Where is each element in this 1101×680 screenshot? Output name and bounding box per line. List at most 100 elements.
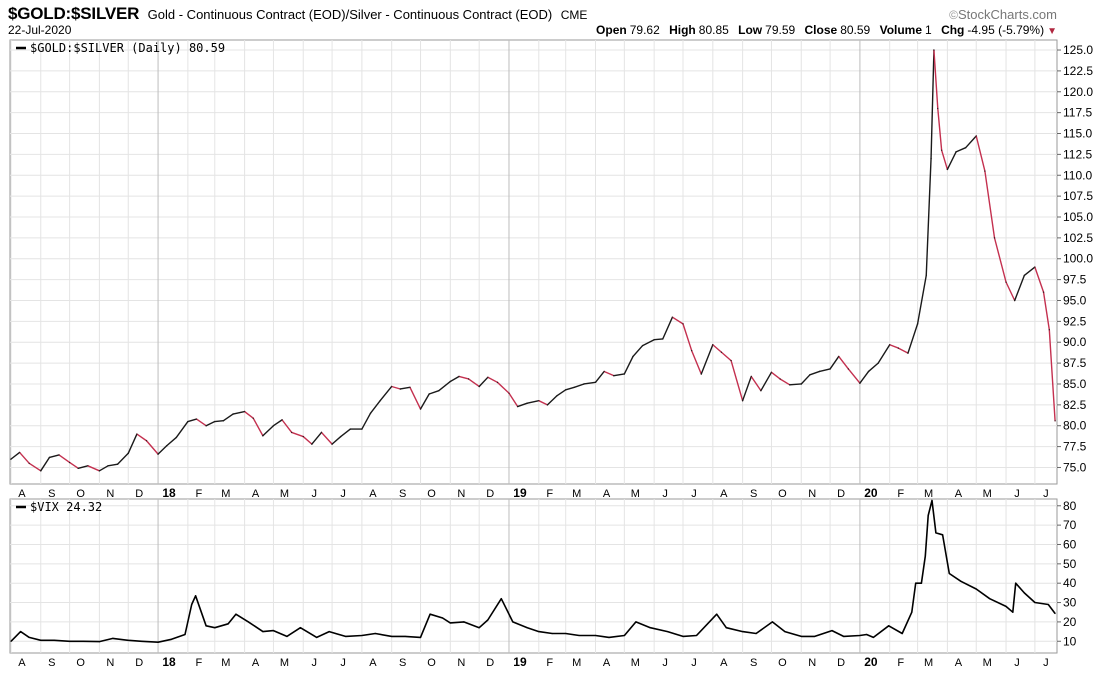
ratio-data-point [262, 435, 264, 437]
vix-data-point [901, 632, 903, 635]
ratio-line-segment [166, 436, 178, 447]
ratio-data-point [691, 349, 693, 352]
vix-x-tick-label: M [572, 657, 581, 669]
ratio-data-point [419, 408, 422, 410]
ratio-data-point [742, 400, 744, 402]
vix-x-tick-label: M [924, 657, 933, 669]
brand-link[interactable]: ©StockCharts.com [949, 7, 1057, 22]
ratio-line-segment [556, 389, 567, 397]
ratio-data-point [556, 395, 558, 397]
ratio-line-segment [632, 344, 644, 358]
ratio-data-point [662, 338, 664, 340]
ratio-x-tick-label: A [369, 488, 377, 500]
chart-header: $GOLD:$SILVER Gold - Continuous Contract… [8, 4, 587, 24]
vix-data-point [272, 630, 275, 632]
ratio-line-segment [390, 385, 402, 390]
ratio-data-point [340, 435, 342, 438]
ratio-line-segment [1048, 329, 1056, 422]
ratio-line-segment [538, 399, 549, 406]
ratio-y-tick-label: 77.5 [1063, 440, 1087, 454]
ratio-line-segment [195, 418, 207, 427]
ratio-data-point [19, 451, 21, 454]
vix-data-point [328, 630, 330, 633]
ratio-data-point [955, 151, 957, 153]
ratio-data-point [175, 436, 177, 439]
ratio-x-tick-label: F [195, 488, 202, 500]
ratio-line-segment [419, 393, 430, 410]
vix-x-tick-label: A [18, 657, 26, 669]
ratio-data-point [117, 463, 119, 465]
vix-x-tick-label: A [369, 657, 377, 669]
ratio-data-point [214, 420, 216, 423]
ratio-line-segment [573, 383, 585, 389]
ratio-line-segment [916, 274, 927, 325]
ratio-data-point [671, 316, 674, 318]
ratio-y-tick-label: 117.5 [1063, 106, 1092, 120]
ratio-line-segment [175, 420, 189, 439]
high-label: High [669, 23, 696, 37]
open-value: 79.62 [629, 23, 660, 37]
ratio-y-tick-label: 107.5 [1063, 189, 1093, 203]
ratio-line-segment [770, 371, 781, 380]
symbol-title: $GOLD:$SILVER [8, 4, 140, 23]
vix-data-point [361, 634, 363, 637]
vix-data-point [635, 621, 637, 623]
volume-label: Volume [879, 23, 923, 37]
ratio-x-tick-label: O [76, 488, 85, 500]
vix-data-point [449, 622, 451, 624]
ratio-data-point [166, 445, 168, 447]
ratio-x-tick-label: A [252, 488, 260, 500]
ratio-data-point [508, 392, 510, 394]
ratio-data-point [789, 384, 791, 386]
ratio-line-segment [369, 399, 381, 414]
ratio-line-segment [40, 456, 51, 472]
ratio-line-segment [993, 237, 1007, 283]
ratio-line-segment [1023, 266, 1036, 277]
ratio-x-tick-label: J [662, 488, 668, 500]
ratio-data-point [1014, 299, 1016, 302]
ratio-data-point [847, 368, 849, 370]
ratio-data-point [642, 344, 644, 347]
vix-data-point [442, 617, 444, 619]
ratio-line-segment [546, 394, 558, 406]
ratio-line-segment [847, 368, 861, 384]
ratio-line-segment [653, 338, 664, 341]
ratio-data-point [369, 412, 372, 414]
ratio-data-point [302, 435, 304, 438]
ratio-data-point [205, 425, 207, 427]
ratio-line-segment [867, 362, 879, 373]
vix-pane: 10 20 30 40 50 60 70 80 A S O N D 18 F M A M J J A S O N D 19 F M A M… [9, 498, 1077, 669]
vix-data-point [716, 613, 718, 615]
vix-x-tick-label: D [486, 657, 494, 669]
ratio-line-segment [641, 339, 655, 347]
vix-data-point [227, 623, 229, 625]
brand-name: StockCharts.com [958, 7, 1057, 22]
ratio-data-point [428, 393, 430, 395]
ratio-data-point [889, 344, 891, 346]
ratio-data-point [838, 355, 840, 358]
vix-data-point [608, 636, 610, 638]
ratio-line-segment [438, 380, 452, 392]
ratio-line-segment [940, 149, 949, 171]
ratio-line-segment [730, 359, 744, 402]
vix-y-tick-label: 60 [1063, 537, 1077, 551]
ratio-line-segment [594, 370, 605, 384]
vix-data-point [404, 635, 406, 638]
ratio-line-segment [145, 440, 159, 455]
vix-data-point [344, 635, 347, 638]
vix-data-point [866, 633, 868, 636]
vix-y-tick-label: 50 [1063, 557, 1077, 571]
ratio-data-point [573, 386, 575, 388]
ratio-data-point [760, 390, 762, 392]
ratio-x-tick-label: N [808, 488, 816, 500]
vix-data-point [931, 499, 933, 502]
ratio-data-point [941, 149, 943, 151]
ratio-line-segment [750, 375, 762, 392]
ratio-data-point [613, 375, 615, 377]
vix-data-point [19, 630, 22, 633]
ratio-y-tick-label: 95.0 [1063, 293, 1087, 307]
ratio-data-point [361, 428, 363, 430]
ratio-line-segment [662, 316, 674, 340]
vix-x-tick-label: J [311, 657, 317, 669]
ratio-x-tick-label: S [48, 488, 55, 500]
